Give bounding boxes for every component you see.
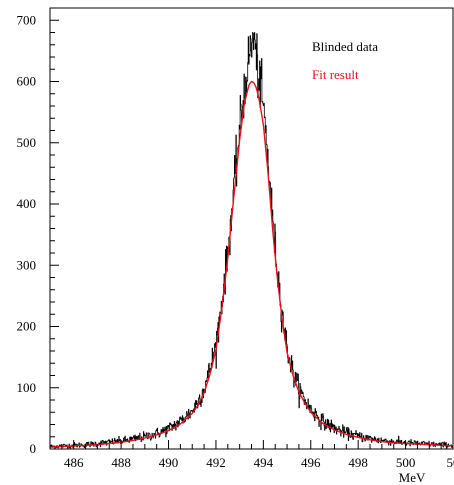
legend: Blinded data Fit result: [312, 39, 378, 82]
x-tick-label: 488: [111, 455, 131, 470]
labels-group: 0 100 200 300 400 500 600 700 486 488 490 492 494 496…: [17, 12, 454, 485]
x-tick-label: 486: [64, 455, 84, 470]
data-series-line: [50, 32, 453, 449]
x-tick-label: 492: [206, 455, 226, 470]
fit-series-line: [50, 80, 453, 448]
y-tick-label: 500: [17, 135, 37, 150]
x-tick-label: 496: [301, 455, 321, 470]
x-tick-label: 500: [396, 455, 416, 470]
plot-frame-group: [49, 7, 454, 450]
y-tick-label: 700: [17, 12, 37, 27]
y-tick-label: 600: [17, 74, 37, 89]
x-tick-label: 498: [348, 455, 368, 470]
series-group: [50, 32, 453, 449]
y-tick-label: 200: [17, 319, 37, 334]
legend-label: Fit result: [312, 67, 359, 82]
x-tick-label: 494: [254, 455, 274, 470]
x-tick-label: 490: [159, 455, 179, 470]
x-tick-label: 50: [447, 455, 454, 470]
x-axis-title: MeV: [399, 470, 426, 485]
y-tick-label: 400: [17, 196, 37, 211]
y-tick-label: 100: [17, 380, 37, 395]
y-tick-label: 0: [30, 441, 37, 456]
legend-label: Blinded data: [312, 39, 378, 54]
ticks-group: [49, 7, 454, 450]
y-tick-label: 300: [17, 257, 37, 272]
plot-frame: [49, 7, 454, 450]
